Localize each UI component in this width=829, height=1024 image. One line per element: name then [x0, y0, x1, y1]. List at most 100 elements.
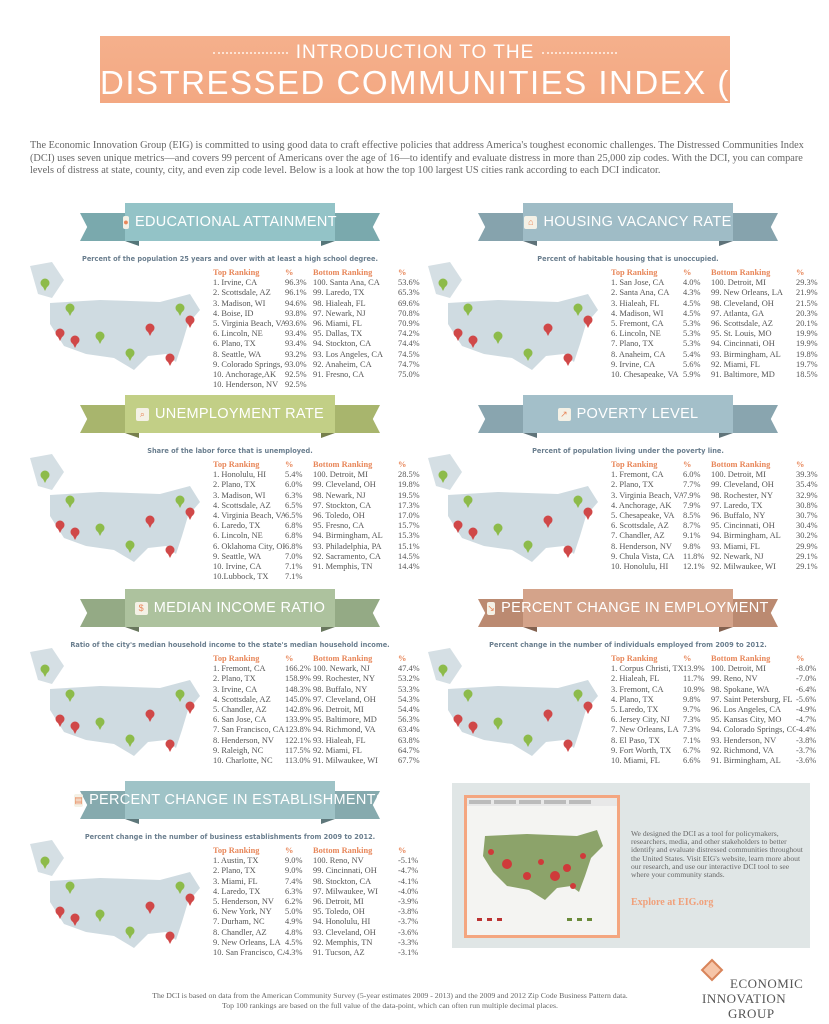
section-ribbon: ↘ PERCENT CHANGE IN EMPLOYMENT [478, 589, 778, 634]
bottom-city: 95. Fresno, CA [313, 521, 365, 531]
top-city: 3. Hialeah, FL [611, 298, 660, 308]
top-city: 2. Hialeah, FL [611, 674, 660, 684]
pct-header: % [796, 460, 805, 469]
bottom-value: 19.9% [796, 329, 818, 339]
bottom-city: 100. Santa Ana, CA [313, 278, 380, 288]
top-city: 6. Oklahoma City, OK [213, 541, 285, 551]
city-pin [583, 315, 593, 328]
section-ribbon: ● EDUCATIONAL ATTAINMENT [80, 203, 380, 248]
city-pin [563, 545, 573, 558]
section-housing-vacancy-rate: ⌂ HOUSING VACANCY RATE Percent of habitab… [428, 198, 828, 388]
city-pin [70, 913, 80, 926]
bottom-city: 100. Detroit, MI [711, 470, 766, 480]
top-city: 3. Irvine, CA [213, 684, 258, 694]
section-subtitle: Percent of habitable housing that is uno… [537, 255, 719, 263]
bottom-value: 47.4% [398, 664, 420, 674]
top-ranking-header: Top Ranking [213, 846, 260, 855]
city-pin [165, 931, 175, 944]
explore-link[interactable]: Explore at EIG.org [631, 897, 714, 908]
city-pin [493, 717, 503, 730]
city-pin [543, 515, 553, 528]
top-value: 13.9% [683, 664, 705, 674]
city-pin [40, 470, 50, 483]
table-row: 4. Scottsdale, AZ 145.0% 97. Cleveland, … [213, 695, 428, 705]
top-value: 4.5% [285, 937, 303, 947]
top-value: 6.0% [285, 480, 303, 490]
city-pin [453, 520, 463, 533]
us-distress-map-image [477, 830, 603, 921]
top-value: 4.9% [285, 917, 303, 927]
bottom-value: 54.4% [398, 705, 420, 715]
top-value: 4.8% [285, 927, 303, 937]
dci-map-screenshot[interactable] [464, 795, 620, 938]
top-value: 5.4% [683, 349, 701, 359]
bottom-value: -3.6% [796, 756, 817, 766]
table-row: 10. Anchorage,AK 92.5% 91. Fresno, CA 75… [213, 370, 428, 380]
table-row: 1. Irvine, CA 96.3% 100. Santa Ana, CA 5… [213, 278, 428, 288]
table-row: 8. Henderson, NV 122.1% 93. Hialeah, FL … [213, 736, 428, 746]
top-value: 4.5% [683, 298, 701, 308]
pct-header: % [398, 654, 407, 663]
title-line1: INTRODUCTION TO THE [295, 42, 535, 63]
table-row: 5. Chandler, AZ 142.8% 96. Detroit, MI 5… [213, 705, 428, 715]
top-city: 3. Virginia Beach, VA [611, 490, 683, 500]
table-row: 6. Jersey City, NJ 7.3% 95. Kansas City,… [611, 715, 826, 725]
bottom-city: 93. Philadelphia, PA [313, 541, 382, 551]
table-row: 3. Madison, WI 6.3% 98. Newark, NJ 19.5% [213, 491, 428, 501]
city-pin [95, 717, 105, 730]
table-row: 9. Fort Worth, TX 6.7% 92. Richmond, VA … [611, 746, 826, 756]
bottom-ranking-header: Bottom Ranking [313, 460, 373, 469]
footer-note: The DCI is based on data from the Americ… [110, 991, 670, 1011]
top-value: 9.7% [683, 705, 701, 715]
section-subtitle: Ratio of the city's median household inc… [70, 641, 390, 649]
table-row: 10.Lubbock, TX 7.1% [213, 572, 428, 582]
top-value: 6.7% [683, 745, 701, 755]
pct-header: % [398, 846, 407, 855]
table-row: 6. Laredo, TX 6.8% 95. Fresno, CA 15.7% [213, 521, 428, 531]
top-value: 148.3% [285, 684, 311, 694]
bottom-value: 69.6% [398, 298, 420, 308]
top-value: 5.0% [285, 907, 303, 917]
table-header: Top Ranking % Bottom Ranking % [611, 460, 826, 470]
ranking-table: Top Ranking % Bottom Ranking % 1. Irvine… [213, 268, 428, 390]
top-value: 166.2% [285, 664, 311, 674]
bottom-city: 93. Birmingham, AL [711, 349, 781, 359]
bottom-city: 96. Detroit, MI [313, 897, 364, 907]
bottom-value: -5.6% [796, 694, 817, 704]
bottom-value: 70.8% [398, 308, 420, 318]
bottom-ranking-header: Bottom Ranking [313, 654, 373, 663]
section-percent-change-in-employment: ↘ PERCENT CHANGE IN EMPLOYMENT Percent ch… [428, 584, 828, 774]
table-row: 9. Colorado Springs, CO 93.0% 92. Anahei… [213, 360, 428, 370]
top-city: 9. Seattle, WA [213, 551, 262, 561]
city-pin [165, 353, 175, 366]
top-value: 7.9% [683, 490, 701, 500]
top-city: 7. San Francisco, CA [213, 725, 285, 735]
pct-header: % [285, 460, 294, 469]
table-row: 8. Henderson, NV 9.8% 93. Miami, FL 29.9… [611, 542, 826, 552]
bottom-value: 19.9% [796, 339, 818, 349]
contiguous-us-shape [448, 680, 598, 756]
top-city: 4. Anchorage, AK [611, 500, 672, 510]
bottom-city: 91. Tucson, AZ [313, 948, 365, 958]
top-city: 2. Scottsdale, AZ [213, 288, 271, 298]
table-row: 8. Chandler, AZ 4.8% 93. Cleveland, OH -… [213, 928, 428, 938]
bottom-value: -4.7% [796, 715, 817, 725]
city-pin [65, 689, 75, 702]
top-city: 1. Honolulu, HI [213, 470, 267, 480]
top-value: 93.2% [285, 349, 307, 359]
table-row: 4. Scottsdale, AZ 6.5% 97. Stockton, CA … [213, 501, 428, 511]
top-city: 10. Henderson, NV [213, 380, 279, 390]
top-value: 94.6% [285, 298, 307, 308]
table-row: 2. Plano, TX 158.9% 99. Rochester, NY 53… [213, 674, 428, 684]
city-pin [175, 689, 185, 702]
city-pin [145, 515, 155, 528]
bottom-city: 100. Reno, NV [313, 856, 364, 866]
section-poverty-level: ↗ POVERTY LEVEL Percent of population liv… [428, 390, 828, 580]
top-value: 133.9% [285, 715, 311, 725]
table-header: Top Ranking % Bottom Ranking % [213, 846, 428, 856]
table-row: 9. Chula Vista, CA 11.8% 92. Newark, NJ … [611, 552, 826, 562]
section-title: MEDIAN INCOME RATIO [153, 600, 326, 616]
bottom-city: 92. Sacramento, CA [313, 551, 381, 561]
top-city: 3. Madison, WI [213, 298, 266, 308]
ranking-table: Top Ranking % Bottom Ranking % 1. Fremon… [213, 654, 428, 766]
